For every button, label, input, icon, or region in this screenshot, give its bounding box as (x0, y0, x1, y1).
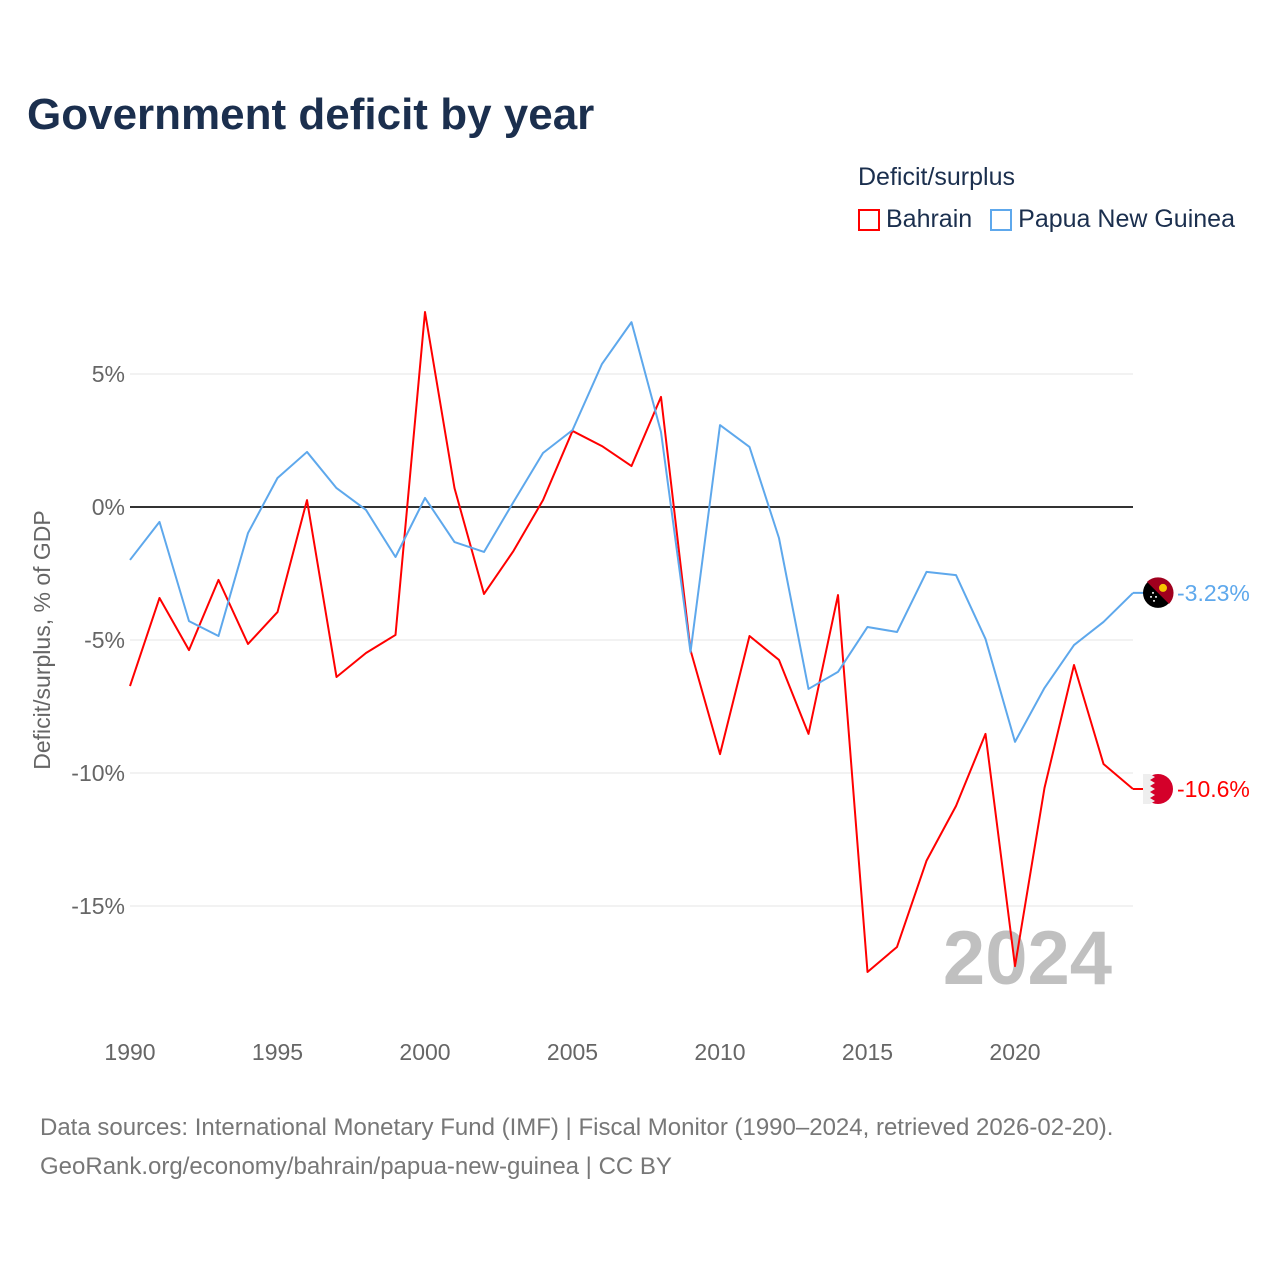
x-tick-label: 2005 (547, 1039, 598, 1065)
year-watermark: 2024 (943, 916, 1112, 1001)
legend-label: Bahrain (886, 205, 973, 233)
flag-bird (1159, 583, 1167, 592)
source-link[interactable]: GeoRank.org/economy/bahrain/papua-new-gu… (40, 1153, 672, 1180)
y-tick-label: -10% (71, 760, 125, 786)
data-source: Data sources: International Monetary Fun… (40, 1114, 1114, 1141)
legend-swatch (858, 208, 880, 231)
series-line-bahrain (129, 311, 1134, 973)
legend-title: Deficit/surplus (858, 163, 1015, 191)
bahrain-flag-icon (1143, 773, 1173, 804)
x-tick-label: 2010 (694, 1039, 745, 1065)
y-tick-label: -15% (71, 893, 125, 919)
legend-label: Papua New Guinea (1018, 205, 1235, 233)
flag-star (1150, 595, 1152, 598)
x-tick-label: 1995 (252, 1039, 303, 1065)
legend-swatch (990, 208, 1013, 231)
flag-star (1153, 599, 1155, 602)
papua-new-guinea-flag-icon (1143, 577, 1174, 608)
x-tick-label: 1990 (104, 1039, 155, 1065)
flag-star (1155, 595, 1157, 598)
x-tick-label: 2000 (399, 1039, 450, 1065)
footer: Data sources: International Monetary Fun… (40, 1108, 1113, 1186)
end-value-label: -10.6% (1177, 776, 1250, 802)
legend: Bahrain Papua New Guinea (858, 205, 1235, 234)
flag-star (1152, 591, 1154, 594)
series-line-papua-new-guinea (129, 321, 1134, 743)
x-tick-label: 2015 (842, 1039, 893, 1065)
legend-item-papua-new-guinea[interactable]: Papua New Guinea (990, 205, 1235, 234)
y-tick-label: 0% (92, 494, 125, 520)
chart-title: Government deficit by year (27, 90, 595, 139)
y-tick-label: -5% (84, 627, 125, 653)
legend-item-bahrain[interactable]: Bahrain (858, 205, 972, 234)
y-tick-label: 5% (92, 361, 125, 387)
x-tick-label: 2020 (989, 1039, 1040, 1065)
y-axis-label: Deficit/surplus, % of GDP (29, 510, 55, 769)
flag-white-band (1143, 773, 1155, 804)
end-value-label: -3.23% (1177, 580, 1250, 606)
